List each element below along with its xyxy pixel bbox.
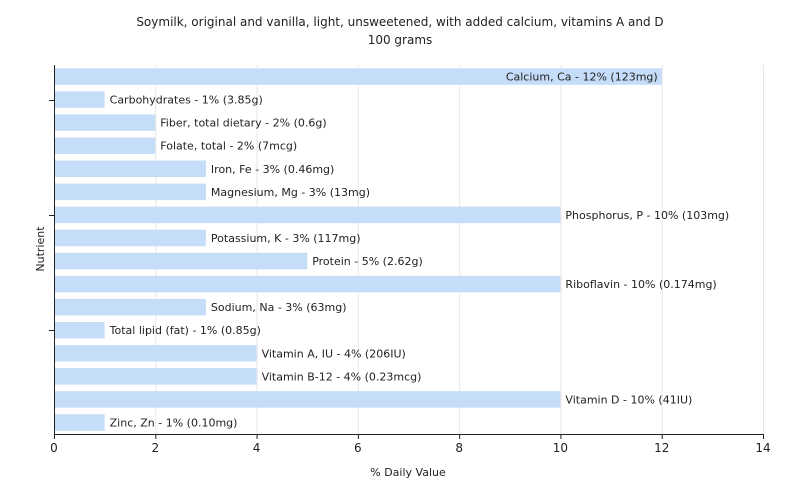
bar (55, 414, 105, 431)
bar (55, 68, 662, 85)
x-tick-label: 0 (50, 441, 58, 455)
x-tick-label: 10 (553, 441, 568, 455)
y-axis-title: Nutrient (34, 226, 47, 272)
bar-label: Carbohydrates - 1% (3.85g) (110, 94, 263, 107)
bar (55, 275, 561, 293)
bar-label: Vitamin B-12 - 4% (0.23mcg) (262, 370, 422, 383)
x-tick-label: 6 (354, 441, 362, 455)
bar-label: Folate, total - 2% (7mcg) (160, 140, 297, 153)
x-axis-title: % Daily Value (370, 466, 446, 479)
bar (55, 229, 206, 247)
bar-label: Sodium, Na - 3% (63mg) (211, 301, 347, 314)
bar-label: Phosphorus, P - 10% (103mg) (565, 209, 729, 222)
bar (55, 114, 156, 131)
bar (55, 206, 561, 224)
chart-title: Soymilk, original and vanilla, light, un… (136, 15, 663, 29)
axes: 0 2 4 6 8 10 12 14 (49, 65, 771, 455)
bar-label: Magnesium, Mg - 3% (13mg) (211, 186, 370, 199)
bar (55, 368, 257, 385)
x-tick-label: 8 (455, 441, 463, 455)
bar (55, 160, 206, 178)
x-tick-label: 12 (654, 441, 669, 455)
bar (55, 91, 105, 108)
x-tick-label: 14 (755, 441, 770, 455)
bar-label: Iron, Fe - 3% (0.46mg) (211, 163, 334, 176)
bar-label: Protein - 5% (2.62g) (312, 255, 423, 268)
bar (55, 298, 206, 316)
bar-label: Zinc, Zn - 1% (0.10mg) (110, 416, 238, 429)
bar-label: Vitamin D - 10% (41IU) (565, 393, 692, 406)
x-tick-label: 4 (253, 441, 261, 455)
bars: Calcium, Ca - 12% (123mg) Carbohydrates -… (55, 68, 729, 431)
gridlines (155, 65, 764, 434)
bar-label: Calcium, Ca - 12% (123mg) (506, 71, 658, 84)
bar-label: Riboflavin - 10% (0.174mg) (565, 278, 716, 291)
chart-subtitle: 100 grams (368, 33, 433, 47)
bar (55, 345, 257, 362)
bar (55, 321, 105, 339)
bar-label: Vitamin A, IU - 4% (206IU) (262, 347, 406, 360)
bar-label: Total lipid (fat) - 1% (0.85g) (109, 324, 261, 337)
bar-label: Fiber, total dietary - 2% (0.6g) (160, 117, 326, 130)
x-tick-label: 2 (151, 441, 159, 455)
bar (55, 252, 308, 270)
bar (55, 183, 206, 201)
bar-label: Potassium, K - 3% (117mg) (211, 232, 361, 245)
bar (55, 137, 156, 154)
bar (55, 391, 561, 408)
